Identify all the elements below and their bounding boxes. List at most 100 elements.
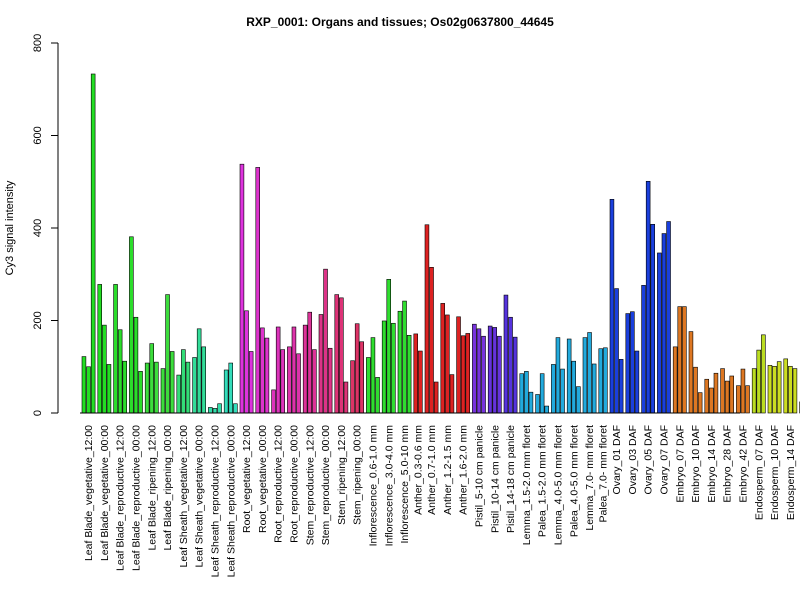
bar xyxy=(544,405,549,414)
bar xyxy=(117,329,123,414)
bar xyxy=(476,328,482,414)
x-tick-label: Lemma_4.0-5.0 mm floret xyxy=(552,425,564,545)
bar xyxy=(449,374,455,414)
x-tick-label: Anther_0.7-1.0 mm xyxy=(426,425,438,515)
x-tick-label: Leaf Blade_vegetative_12:00 xyxy=(83,425,95,561)
bar xyxy=(424,224,430,414)
bar xyxy=(745,385,750,414)
x-tick-label: Stem_ripening_12:00 xyxy=(336,425,348,525)
bar xyxy=(756,349,761,414)
bar xyxy=(508,316,513,414)
bar xyxy=(704,378,709,414)
bar xyxy=(566,338,572,414)
x-tick-label: Leaf Blade_reproductive_00:00 xyxy=(130,425,142,571)
bar xyxy=(682,306,687,414)
bar xyxy=(433,381,439,414)
bar xyxy=(260,327,265,414)
bar xyxy=(86,366,91,414)
x-tick-labels: Leaf Blade_vegetative_12:00 Leaf Blade_ve… xyxy=(83,425,797,578)
bar xyxy=(81,356,87,414)
bar xyxy=(555,337,561,414)
bar xyxy=(481,335,486,414)
bar xyxy=(275,326,281,414)
bar xyxy=(106,364,112,414)
bar xyxy=(280,349,285,414)
y-tick-label: 0 xyxy=(32,410,44,416)
bar xyxy=(720,368,725,414)
bar xyxy=(97,284,103,414)
bar xyxy=(271,389,276,414)
x-tick-label: Leaf Blade_ripening_00:00 xyxy=(162,425,174,551)
x-tick-label: Palea_1.5-2.0 mm floret xyxy=(537,425,549,537)
bar xyxy=(144,362,150,414)
bar xyxy=(576,386,581,414)
x-tick-label: Embryo_28 DAF xyxy=(722,425,734,503)
bar xyxy=(492,327,497,414)
bar xyxy=(181,349,186,414)
bar xyxy=(370,337,376,414)
bar xyxy=(440,303,445,414)
x-tick-label: Root_vegetative_12:00 xyxy=(241,425,253,533)
bar xyxy=(397,310,403,414)
bar xyxy=(772,365,777,414)
bar xyxy=(724,380,730,414)
y-tick-label: 200 xyxy=(32,311,44,329)
bar xyxy=(366,357,371,414)
x-tick-label: Stem_reproductive_12:00 xyxy=(304,425,316,545)
bar xyxy=(709,387,714,414)
bar xyxy=(255,167,261,414)
bar xyxy=(625,313,630,414)
x-tick-label: Inflorescence_5.0-10 mm xyxy=(399,425,411,544)
x-tick-label: Leaf Blade_reproductive_12:00 xyxy=(115,425,127,571)
bar xyxy=(381,320,387,414)
bar xyxy=(196,328,202,414)
x-tick-label: Embryo_14 DAF xyxy=(706,425,718,503)
bar xyxy=(327,347,333,414)
bar xyxy=(239,163,245,414)
y-tick-label: 800 xyxy=(32,34,44,52)
bar xyxy=(783,358,788,414)
x-tick-label: Ovary_07 DAF xyxy=(658,425,670,494)
x-tick-label: Ovary_03 DAF xyxy=(627,425,639,494)
x-tick-label: Pistil_10-14 cm panicle xyxy=(489,425,501,533)
x-tick-label: Ovary_05 DAF xyxy=(643,425,655,494)
bar xyxy=(217,403,222,414)
x-tick-label: Embryo_10 DAF xyxy=(690,425,702,503)
x-tick-label: Pistil_5-10 cm panicle xyxy=(473,425,485,527)
x-tick-label: Endosperm_10 DAF xyxy=(769,425,781,520)
bar xyxy=(129,236,134,414)
bar xyxy=(688,331,694,414)
bar xyxy=(291,326,297,414)
bar xyxy=(176,374,182,414)
bar xyxy=(614,288,619,414)
bar xyxy=(713,372,719,414)
bar xyxy=(650,224,655,414)
bar xyxy=(666,221,671,414)
x-tick-label: Anther_1.2-1.5 mm xyxy=(442,425,454,515)
bar xyxy=(591,363,597,414)
bar xyxy=(90,73,96,414)
bar xyxy=(208,407,213,414)
x-tick-label: Leaf Sheath_reproductive_12:00 xyxy=(209,425,221,578)
x-tick-label: Anther_1.6-2.0 mm xyxy=(458,425,470,515)
x-tick-label: Embryo_42 DAF xyxy=(737,425,749,503)
bar xyxy=(418,350,423,414)
bar xyxy=(296,353,301,414)
bar xyxy=(201,346,207,414)
bar xyxy=(287,346,292,414)
bar xyxy=(312,349,317,414)
bar xyxy=(524,371,529,414)
bar xyxy=(519,373,524,414)
bar xyxy=(122,360,128,414)
bar xyxy=(192,357,197,414)
x-tick-label: Inflorescence_0.6-1.0 mm xyxy=(367,425,379,547)
bar xyxy=(677,306,682,414)
bar xyxy=(359,341,364,414)
bar xyxy=(465,333,470,414)
x-tick-label: Root_vegetative_00:00 xyxy=(257,425,269,533)
x-tick-label: Endosperm_07 DAF xyxy=(753,425,765,520)
bar xyxy=(339,297,344,414)
bar xyxy=(445,314,450,414)
bar xyxy=(503,294,509,414)
